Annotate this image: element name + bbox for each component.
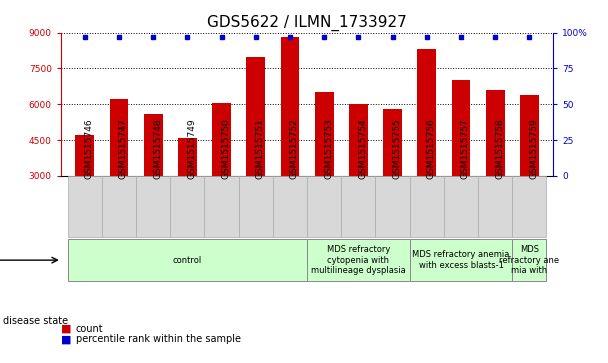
Text: GSM1515758: GSM1515758 <box>495 118 504 179</box>
FancyBboxPatch shape <box>170 176 204 237</box>
Bar <box>109 99 128 176</box>
Text: GSM1515750: GSM1515750 <box>221 118 230 179</box>
Title: GDS5622 / ILMN_1733927: GDS5622 / ILMN_1733927 <box>207 15 407 31</box>
Text: GSM1515759: GSM1515759 <box>530 118 538 179</box>
Text: ■: ■ <box>61 323 71 334</box>
FancyBboxPatch shape <box>512 240 547 281</box>
FancyBboxPatch shape <box>410 240 512 281</box>
FancyBboxPatch shape <box>136 176 170 237</box>
Text: GSM1515752: GSM1515752 <box>290 118 299 179</box>
Bar <box>486 90 505 176</box>
Text: GSM1515751: GSM1515751 <box>256 118 264 179</box>
FancyBboxPatch shape <box>67 176 102 237</box>
Bar <box>75 135 94 176</box>
Text: GSM1515747: GSM1515747 <box>119 118 128 179</box>
Bar <box>452 80 471 176</box>
Bar <box>246 57 265 176</box>
FancyBboxPatch shape <box>204 176 238 237</box>
FancyBboxPatch shape <box>273 176 307 237</box>
Text: ■: ■ <box>61 334 71 344</box>
Text: GSM1515749: GSM1515749 <box>187 118 196 179</box>
FancyBboxPatch shape <box>102 176 136 237</box>
Text: MDS refractory
cytopenia with
multilineage dysplasia: MDS refractory cytopenia with multilinea… <box>311 245 406 275</box>
FancyBboxPatch shape <box>67 240 307 281</box>
Text: GSM1515755: GSM1515755 <box>393 118 401 179</box>
Text: MDS refractory anemia
with excess blasts-1: MDS refractory anemia with excess blasts… <box>412 250 510 270</box>
Text: GSM1515746: GSM1515746 <box>85 118 94 179</box>
FancyBboxPatch shape <box>375 176 410 237</box>
FancyBboxPatch shape <box>410 176 444 237</box>
Text: GSM1515748: GSM1515748 <box>153 118 162 179</box>
Text: GSM1515757: GSM1515757 <box>461 118 470 179</box>
FancyBboxPatch shape <box>444 176 478 237</box>
Bar <box>143 114 162 176</box>
FancyBboxPatch shape <box>478 176 512 237</box>
FancyBboxPatch shape <box>238 176 273 237</box>
Bar <box>383 109 402 176</box>
Text: MDS
refractory ane
mia with: MDS refractory ane mia with <box>499 245 559 275</box>
Text: count: count <box>76 323 103 334</box>
FancyBboxPatch shape <box>307 240 410 281</box>
Text: control: control <box>173 256 202 265</box>
Bar <box>349 104 368 176</box>
Bar <box>212 103 231 176</box>
Text: GSM1515754: GSM1515754 <box>358 118 367 179</box>
Text: disease state: disease state <box>3 316 68 326</box>
FancyBboxPatch shape <box>307 176 341 237</box>
Bar <box>178 138 197 176</box>
Bar <box>280 37 299 176</box>
Text: GSM1515753: GSM1515753 <box>324 118 333 179</box>
Bar <box>520 95 539 176</box>
Text: GSM1515756: GSM1515756 <box>427 118 436 179</box>
Bar <box>417 49 436 176</box>
FancyBboxPatch shape <box>341 176 375 237</box>
FancyBboxPatch shape <box>512 176 547 237</box>
Bar <box>315 92 334 176</box>
Text: percentile rank within the sample: percentile rank within the sample <box>76 334 241 344</box>
